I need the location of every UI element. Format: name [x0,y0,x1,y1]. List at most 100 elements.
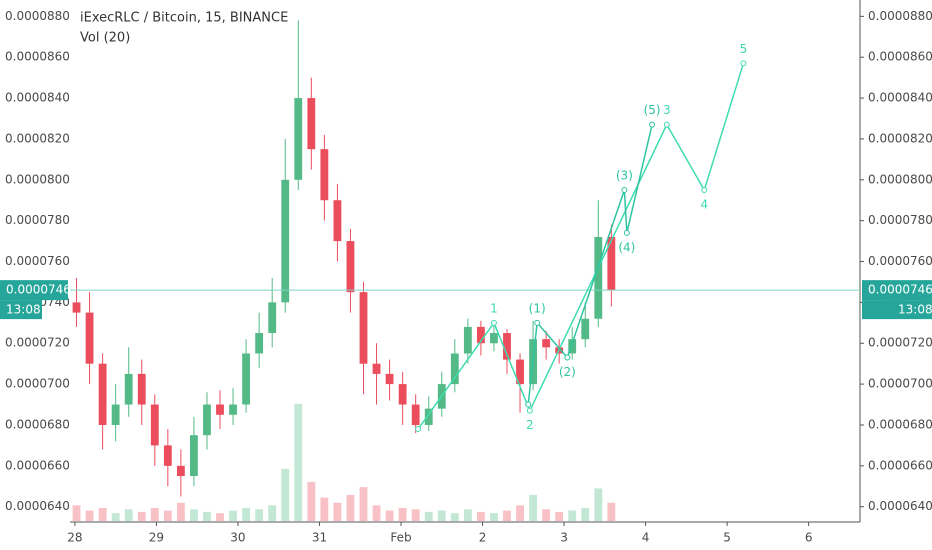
volume-bar [85,510,94,521]
wave-point [740,60,747,67]
y-tick-label: 0.0000780 [5,213,70,227]
volume-bar [294,403,303,521]
y-tick-label-right: 0.0000760 [868,254,932,268]
candle-body [320,149,329,201]
x-tick-label: 3 [560,531,568,545]
volume-bar [216,513,224,521]
y-tick-label-right: 0.0000780 [868,213,932,227]
volume-bar [411,509,420,521]
y-tick-label-right: 0.0000800 [868,172,932,186]
volume-bar [242,507,251,521]
volume-bar [450,513,459,521]
candle-body [255,333,264,354]
volume-bar [333,502,342,521]
y-tick-label-right: 0.0000820 [868,131,932,145]
candle-body [424,408,433,425]
volume-bar [568,510,577,521]
candle-body [307,98,316,150]
wave-label: (2) [559,365,576,379]
volume-bar [542,509,551,521]
wave-label: 2 [526,418,534,432]
y-tick-label: 0.0000720 [5,336,70,350]
volume-bar [163,510,172,521]
volume-bar [581,507,590,521]
volume-label: Vol (20) [80,31,130,46]
candle-body [294,98,303,180]
candle-body [463,326,472,354]
wave-point [649,121,656,128]
volume-bar [346,494,355,521]
candle-body [229,404,237,415]
wave-point [564,354,571,361]
volume-bar [437,510,446,521]
y-tick-label: 0.0000800 [5,172,70,186]
wave-point [490,319,497,326]
candle-body [581,318,590,340]
volume-bar [98,507,107,521]
volume-bar [137,511,146,521]
volume-bar [268,505,277,521]
last-price-label: 0.0000746 [868,283,932,297]
y-tick-label: 0.0000860 [5,50,70,64]
volume-bar [398,507,407,521]
candle-body [516,359,524,385]
y-tick-label: 0.0000700 [5,377,70,391]
x-tick-label: Feb [390,531,411,545]
candle-body [150,404,159,446]
volume-bar [607,502,616,521]
volume-bar [111,513,120,521]
y-tick-label-right: 0.0000880 [868,9,932,23]
wave-label: (4) [618,240,635,254]
y-tick-label: 0.0000640 [5,499,70,513]
volume-bar [307,481,316,521]
volume-bar [555,511,564,521]
candle-body [333,200,342,242]
y-tick-label: 0.0000760 [5,254,70,268]
volume-bar [190,509,198,521]
wave-label: (3) [616,169,633,183]
wave-point [415,426,422,433]
x-tick-label: 29 [149,531,164,545]
x-tick-label: 28 [67,531,82,545]
y-tick-label-right: 0.0000840 [868,91,932,105]
wave-point [525,401,532,408]
volume-bar [229,510,237,521]
candle-body [450,353,459,385]
wave-point [701,187,708,194]
candle-body [268,302,277,334]
candle-body [163,445,172,466]
plot-area [72,20,616,521]
candle-body [111,404,120,425]
volume-bar [529,494,537,521]
wave-label: 1 [490,301,498,315]
candle-body [124,373,133,405]
candle-body [98,363,107,425]
chart-title: iExecRLC / Bitcoin, 15, BINANCE [80,11,288,26]
countdown-box [862,300,932,320]
candle-body [190,435,198,477]
y-tick-label-right: 0.0000660 [868,458,932,472]
candle-body [203,404,211,436]
x-tick-label: 4 [642,531,650,545]
y-tick-label-right: 0.0000680 [868,417,932,431]
candle-body [476,326,485,344]
candle-body [359,292,368,364]
candle-body [385,373,394,385]
volume-bar [359,487,368,521]
x-tick-label: 30 [230,531,245,545]
candle-body [542,339,551,348]
candle-body [346,241,355,293]
wave-point [663,121,670,128]
candle-body [242,353,251,405]
candle-body [411,404,420,425]
wave-line [527,124,653,405]
candle-body [72,302,81,313]
volume-bar [72,505,81,521]
wave-label: 5 [740,42,748,56]
volume-bar [503,510,511,521]
wave-point [621,187,628,194]
wave-point [526,407,533,414]
candle-body [372,363,381,374]
